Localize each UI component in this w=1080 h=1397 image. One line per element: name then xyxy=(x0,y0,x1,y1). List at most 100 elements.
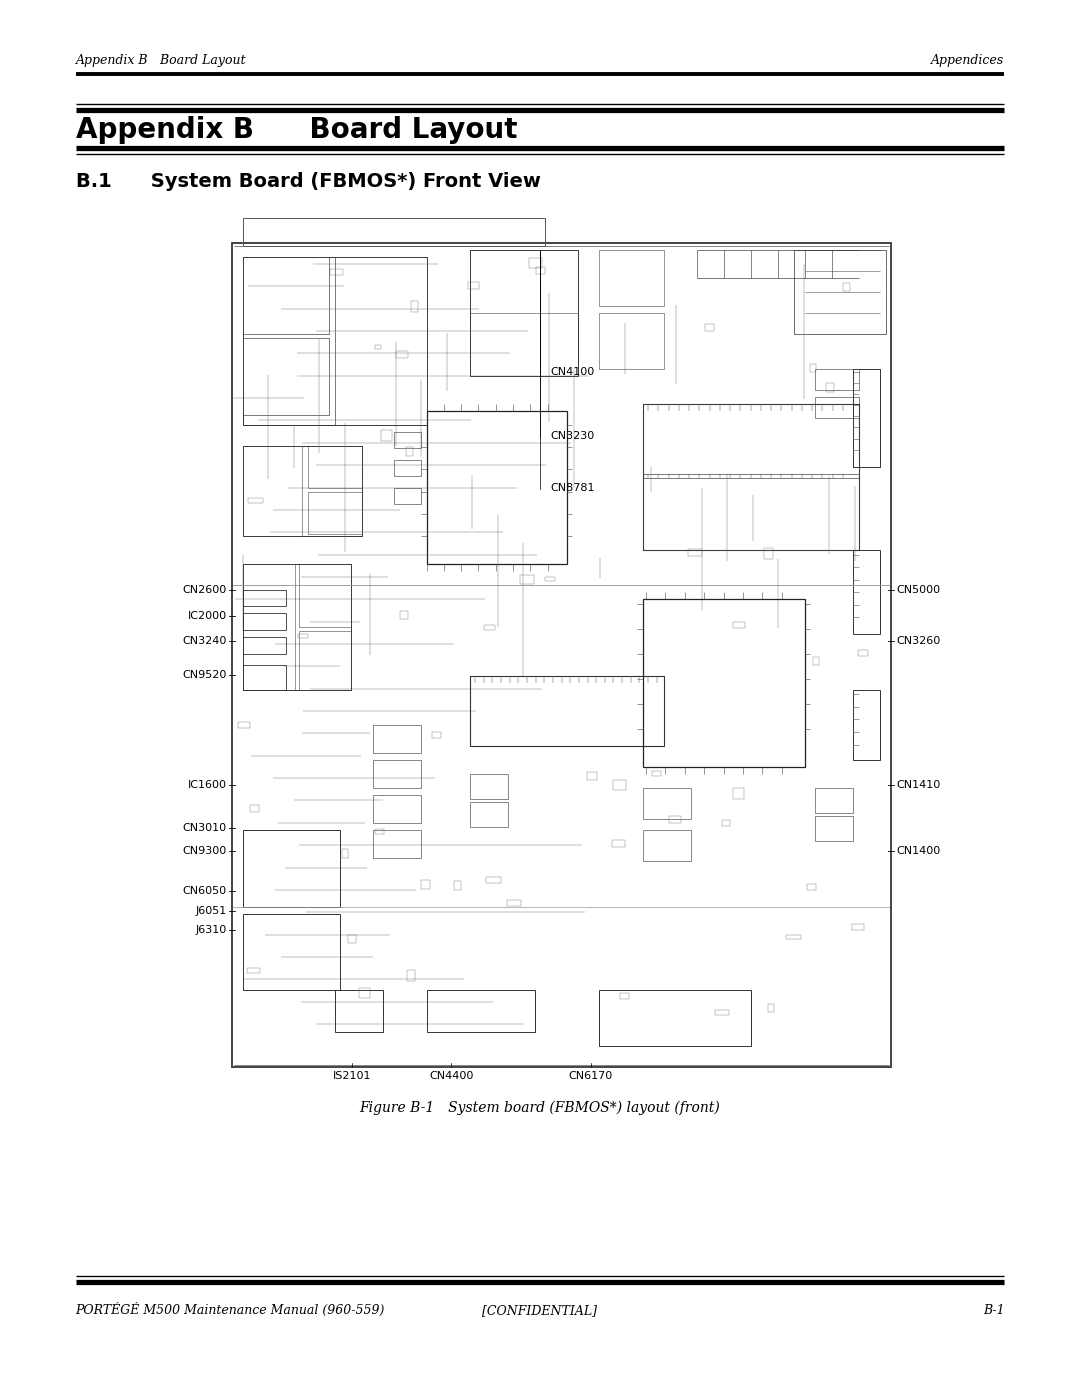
Bar xyxy=(643,404,859,474)
Bar xyxy=(243,637,286,654)
Bar xyxy=(232,243,891,1067)
Bar xyxy=(406,447,413,457)
Text: B.1  System Board (FBMOS*) Front View: B.1 System Board (FBMOS*) Front View xyxy=(76,172,540,191)
Text: Appendix B  Board Layout: Appendix B Board Layout xyxy=(76,54,246,67)
Bar xyxy=(612,781,626,789)
Bar xyxy=(599,990,751,1046)
Bar xyxy=(401,610,408,619)
Text: J6310: J6310 xyxy=(195,925,227,936)
Bar xyxy=(733,788,744,799)
Text: CN8781: CN8781 xyxy=(551,483,595,493)
Text: B-1: B-1 xyxy=(983,1303,1004,1317)
Text: CN1410: CN1410 xyxy=(896,780,941,791)
Bar xyxy=(852,923,864,930)
Text: CN9300: CN9300 xyxy=(183,845,227,856)
Bar xyxy=(396,351,408,358)
Text: CN3230: CN3230 xyxy=(551,432,595,441)
Bar xyxy=(715,1010,729,1016)
Bar xyxy=(470,774,508,799)
Text: IC2000: IC2000 xyxy=(188,610,227,622)
Bar xyxy=(394,460,421,476)
Bar xyxy=(373,725,421,753)
Bar xyxy=(786,935,800,939)
Text: Figure B-1 System board (FBMOS*) layout (front): Figure B-1 System board (FBMOS*) layout … xyxy=(360,1101,720,1115)
Bar xyxy=(373,795,421,823)
Text: CN3260: CN3260 xyxy=(896,636,941,647)
Bar xyxy=(519,574,534,584)
Bar xyxy=(732,623,745,629)
Bar xyxy=(813,657,819,665)
Text: CN6170: CN6170 xyxy=(569,1071,612,1081)
Bar xyxy=(545,577,554,581)
Bar xyxy=(810,365,816,372)
Bar xyxy=(859,651,868,657)
Text: CN4400: CN4400 xyxy=(429,1071,474,1081)
Bar xyxy=(620,993,630,999)
Bar xyxy=(308,446,362,488)
Bar xyxy=(652,771,661,777)
Bar xyxy=(768,1003,774,1011)
Bar xyxy=(470,250,578,313)
Bar xyxy=(588,773,597,781)
Bar xyxy=(427,990,535,1032)
Bar xyxy=(243,257,329,334)
Bar xyxy=(427,411,567,564)
Bar xyxy=(643,478,859,550)
Bar xyxy=(853,369,880,467)
Bar xyxy=(251,805,259,813)
Text: J6051: J6051 xyxy=(195,905,227,916)
Text: Appendices: Appendices xyxy=(931,54,1004,67)
Bar xyxy=(470,802,508,827)
Bar xyxy=(599,313,664,369)
Bar xyxy=(243,914,340,990)
Bar xyxy=(243,446,362,536)
Bar xyxy=(843,282,850,291)
Bar xyxy=(808,884,815,890)
Text: [CONFIDENTIAL]: [CONFIDENTIAL] xyxy=(483,1303,597,1317)
Bar xyxy=(688,549,702,556)
Bar xyxy=(470,250,578,376)
Bar xyxy=(705,324,714,331)
Bar xyxy=(381,430,392,440)
Bar xyxy=(486,877,500,883)
Text: PORTÉGÉ M500 Maintenance Manual (960-559): PORTÉGÉ M500 Maintenance Manual (960-559… xyxy=(76,1303,384,1317)
Bar xyxy=(348,935,356,943)
Bar xyxy=(643,599,805,767)
Bar xyxy=(243,590,286,606)
Bar xyxy=(373,830,421,858)
Bar xyxy=(455,882,461,890)
Text: CN6050: CN6050 xyxy=(183,886,227,897)
Bar xyxy=(330,268,343,275)
Bar xyxy=(376,828,384,834)
Bar xyxy=(299,564,351,627)
Bar xyxy=(243,564,351,690)
Bar xyxy=(643,830,691,861)
Text: CN4100: CN4100 xyxy=(551,367,595,377)
Bar xyxy=(432,732,441,738)
Bar xyxy=(508,900,521,905)
Bar xyxy=(815,369,859,390)
Bar xyxy=(394,488,421,504)
Text: IC1600: IC1600 xyxy=(188,780,227,791)
Bar xyxy=(243,257,427,425)
Bar xyxy=(243,665,286,690)
Bar xyxy=(407,971,416,981)
Bar xyxy=(248,497,262,503)
Bar xyxy=(853,550,880,634)
Bar xyxy=(243,830,340,907)
Bar xyxy=(376,345,381,349)
Text: CN1400: CN1400 xyxy=(896,845,941,856)
Bar xyxy=(764,549,773,559)
Bar xyxy=(239,722,251,728)
Bar xyxy=(299,631,351,690)
Bar xyxy=(815,397,859,418)
Text: Appendix B  Board Layout: Appendix B Board Layout xyxy=(76,116,517,144)
Bar xyxy=(243,218,545,246)
Bar xyxy=(529,258,542,268)
Bar xyxy=(243,564,295,690)
Bar xyxy=(360,989,370,999)
Bar xyxy=(468,282,478,289)
Bar xyxy=(341,849,348,858)
Bar xyxy=(536,267,545,274)
Bar xyxy=(815,788,853,813)
